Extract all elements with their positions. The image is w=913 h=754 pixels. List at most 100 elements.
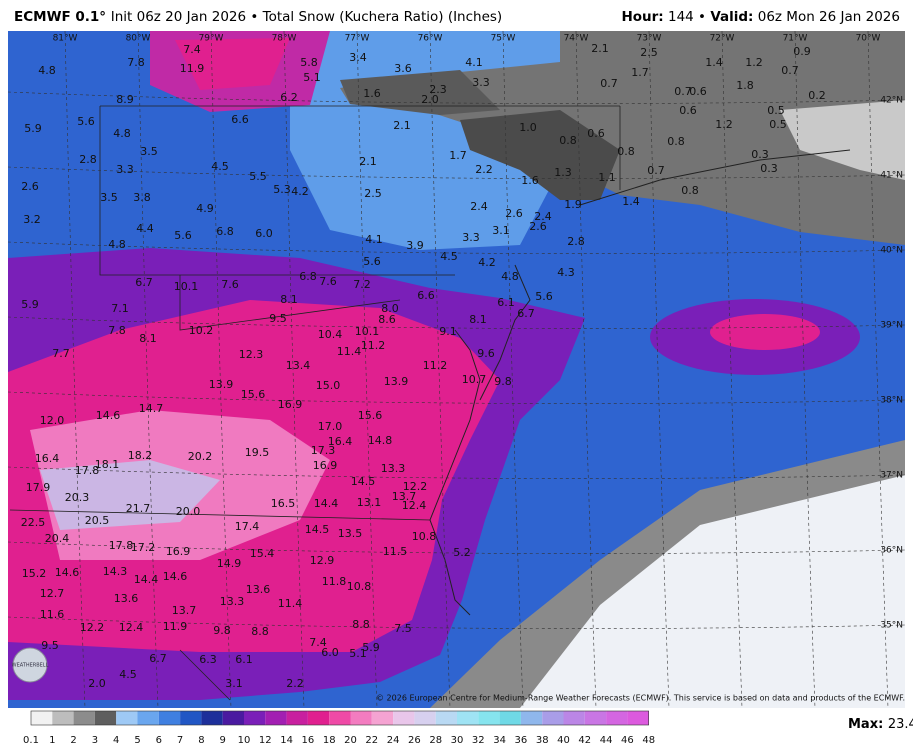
snow-total-label: 3.1 [225, 677, 243, 690]
longitude-label: 80°W [126, 34, 151, 44]
snow-total-label: 12.4 [119, 621, 144, 634]
snow-total-label: 19.5 [245, 446, 270, 459]
meridian [648, 30, 670, 709]
credit: © 2026 European Centre for Medium-Range … [376, 694, 905, 703]
snow-total-label: 17.2 [131, 541, 156, 554]
colorbar-label: 8 [198, 735, 204, 746]
colorbar-label: 12 [259, 735, 272, 746]
snow-total-label: 1.6 [521, 174, 539, 187]
snow-total-label: 0.6 [689, 85, 707, 98]
snow-total-label: 15.0 [316, 379, 341, 392]
colorbar-swatch [222, 711, 244, 725]
snow-total-label: 9.1 [439, 325, 457, 338]
snow-total-label: 11.6 [40, 608, 65, 621]
snow-total-label: 1.6 [363, 87, 381, 100]
colorbar: 0.1 1 2 3 4 5 6 7 8 9 10 12 14 16 18 20 22 24 26 28 30 32 34 36… [23, 710, 655, 746]
snow-total-label: 3.3 [116, 163, 134, 176]
snow-total-label: 2.4 [470, 200, 488, 213]
model: ECMWF 0.1° [14, 9, 106, 25]
snow-total-label: 2.6 [529, 220, 547, 233]
colorbar-label: 16 [302, 735, 315, 746]
snow-total-label: 11.4 [337, 345, 362, 358]
snow-total-label: 15.6 [241, 388, 266, 401]
snow-total-label: 11.9 [163, 620, 188, 633]
coastline [429, 329, 481, 616]
snow-total-label: 11.4 [278, 597, 303, 610]
snow-total-label: 8.8 [251, 625, 269, 638]
colorbar-label: 3 [92, 735, 98, 746]
snow-total-label: 10.1 [174, 280, 199, 293]
meridian [429, 30, 451, 709]
latitude-label: 40°N [880, 246, 903, 256]
snow-total-label: 8.8 [352, 618, 370, 631]
colorbar-label: 4 [113, 735, 119, 746]
snow-total-label: 1.9 [564, 198, 582, 211]
snow-total-label: 1.0 [519, 121, 537, 134]
snow-total-label: 2.0 [421, 93, 439, 106]
snow-total-label: 1.3 [554, 166, 572, 179]
snow-total-label: 7.4 [309, 636, 327, 649]
snow-total-label: 2.4 [534, 210, 552, 223]
snow-total-label: 9.8 [213, 624, 231, 637]
colorbar-label: 10 [238, 735, 251, 746]
snow-total-label: 10.4 [318, 328, 343, 341]
colorbar-swatch [371, 711, 394, 725]
snow-total-label: 7.6 [221, 278, 239, 291]
max-text: Max: 23.4 [848, 717, 913, 732]
snow-total-label: 2.2 [475, 163, 493, 176]
state-borders [9, 105, 621, 701]
snow-total-label: 0.3 [760, 162, 778, 175]
snow-total-label: 14.4 [314, 497, 339, 510]
snow-total-label: 6.3 [199, 653, 217, 666]
snow-total-label: 4.2 [291, 185, 309, 198]
snow-total-label: 3.5 [100, 191, 118, 204]
snow-total-label: 0.7 [600, 77, 618, 90]
snow-total-label: 15.4 [250, 547, 275, 560]
snow-total-label: 1.8 [736, 79, 754, 92]
snow-total-label: 20.4 [45, 532, 70, 545]
meridian [794, 30, 816, 709]
colorbar-swatch [584, 711, 607, 725]
snow-total-label: 9.8 [494, 375, 512, 388]
snow-total-label: 6.2 [280, 91, 298, 104]
colorbar-swatch [307, 711, 330, 725]
snow-total-label: 2.8 [567, 235, 585, 248]
separator: • [694, 9, 711, 25]
snow-total-label: 12.3 [239, 348, 264, 361]
parallel [7, 166, 906, 179]
parallel [7, 541, 906, 554]
colorbar-label: 7 [177, 735, 183, 746]
init: Init 06z 20 Jan 2026 [111, 9, 246, 25]
longitude-label: 71°W [783, 34, 808, 44]
snow-total-label: 17.4 [235, 520, 260, 533]
snow-total-label: 16.9 [166, 545, 191, 558]
snow-total-label: 0.5 [769, 118, 787, 131]
snow-total-label: 3.3 [472, 76, 490, 89]
snow-total-label: 13.7 [172, 604, 197, 617]
snow-total-label: 7.8 [127, 56, 145, 69]
longitude-label: 78°W [272, 34, 297, 44]
colorbar-swatch [137, 711, 159, 725]
snow-total-label: 16.9 [278, 398, 303, 411]
colorbar-label: 1 [49, 735, 55, 746]
colorbar-swatch [393, 711, 415, 725]
parallel [7, 241, 906, 254]
snow-total-label: 14.6 [96, 409, 121, 422]
snow-total-label: 9.6 [477, 347, 495, 360]
snow-total-label: 12.0 [40, 414, 65, 427]
colorbar-swatch [606, 711, 628, 725]
colorbar-swatch [499, 711, 521, 725]
snow-total-label: 12.2 [403, 480, 428, 493]
hour-label: Hour: [621, 9, 663, 25]
longitude-label: 72°W [710, 34, 735, 44]
snow-total-label: 14.6 [163, 570, 188, 583]
snow-total-label: 5.6 [535, 290, 553, 303]
snow-total-label: 7.5 [394, 622, 412, 635]
snow-total-label: 7.1 [111, 302, 129, 315]
snow-total-label: 3.5 [140, 145, 158, 158]
graticule [7, 30, 906, 709]
snow-total-label: 6.8 [216, 225, 234, 238]
colorbar-swatch [563, 711, 585, 725]
